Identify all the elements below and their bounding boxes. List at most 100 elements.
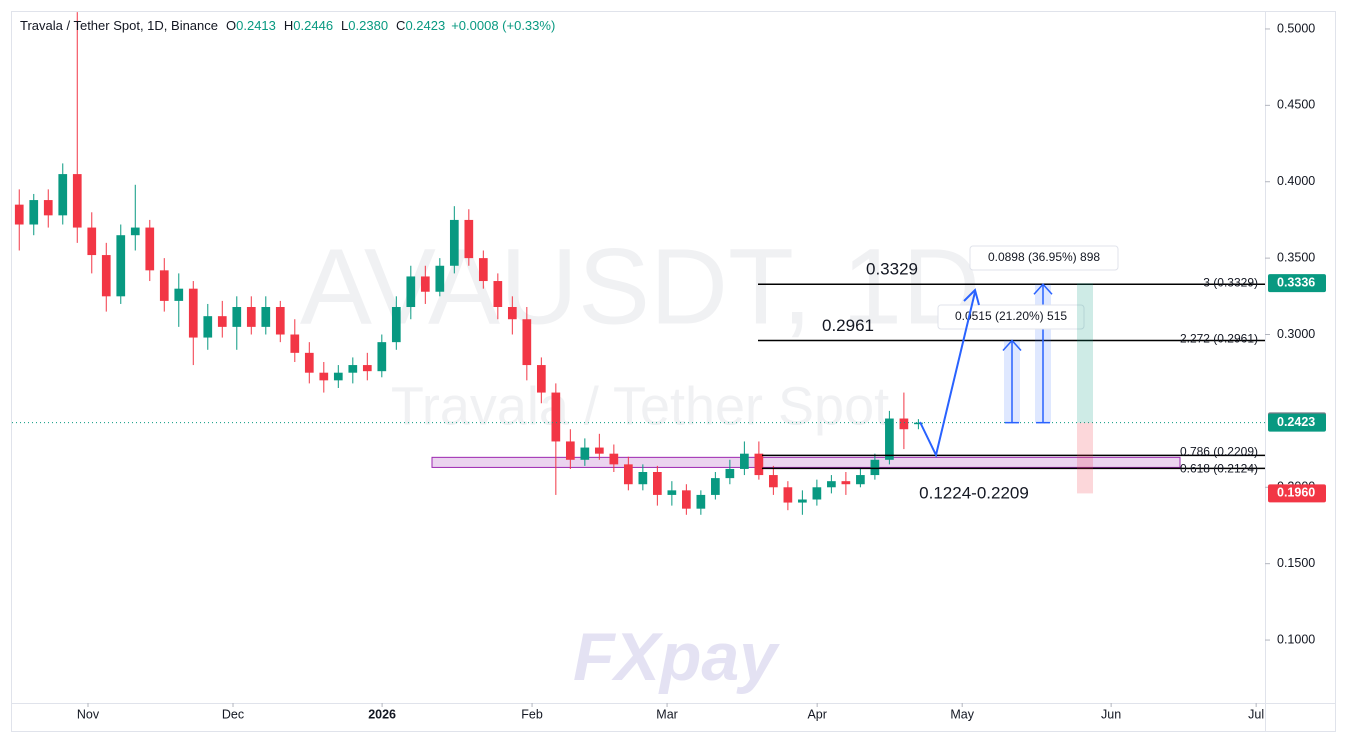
price-badge <box>1268 274 1326 293</box>
candle-body <box>58 174 68 216</box>
level-label: 2.272 (0.2961) <box>1180 332 1258 346</box>
candle-body <box>841 481 851 485</box>
candle-body <box>362 365 372 372</box>
legend-value: 0.2380 <box>348 18 388 33</box>
candle-body <box>217 316 227 327</box>
candle-body <box>594 447 604 454</box>
measure-arrowhead <box>1002 339 1022 351</box>
candle-body <box>319 372 329 381</box>
candle-body <box>116 235 126 297</box>
legend-value: 0.2423 <box>405 18 445 33</box>
y-tick-label: 0.3500 <box>1277 250 1315 264</box>
x-tick-label: May <box>950 707 974 721</box>
y-tick-label: 0.5000 <box>1277 21 1315 35</box>
candle-body <box>391 307 401 343</box>
legend-value: 0.2446 <box>293 18 333 33</box>
candle-body <box>304 352 314 373</box>
candle-body <box>406 276 416 308</box>
legend-key: L <box>341 18 348 33</box>
level-label: 0.786 (0.2209) <box>1180 445 1258 459</box>
candle-body <box>754 453 764 476</box>
projection-path <box>919 291 976 458</box>
candle-body <box>798 499 807 503</box>
measure-label: 0.0898 (36.95%) 898 <box>988 250 1100 264</box>
candle-body <box>899 418 909 430</box>
candle-body <box>43 200 53 216</box>
legend-key: H <box>284 18 293 33</box>
frame <box>11 11 1336 732</box>
level-tag: 0.2961 <box>822 316 874 335</box>
candle-body <box>101 255 111 297</box>
candle-body <box>623 464 633 485</box>
legend: Travala / Tether Spot, 1D, Binance O0.241… <box>20 18 555 33</box>
legend-key: O <box>226 18 236 33</box>
candle-body <box>667 490 677 495</box>
level-tag: 0.3329 <box>866 260 918 279</box>
price-badge <box>1268 413 1326 432</box>
x-tick-label: Mar <box>656 707 678 721</box>
candle-body <box>522 319 532 366</box>
price-badge-label: 0.3336 <box>1277 275 1315 289</box>
candle-body <box>246 307 256 327</box>
candle-body <box>507 307 517 320</box>
legend-value: 0.2413 <box>236 18 276 33</box>
candle-body <box>653 472 662 495</box>
price-badge <box>1268 484 1326 503</box>
x-tick-label: Apr <box>807 707 826 721</box>
candle-body <box>420 276 430 292</box>
candle-body <box>232 307 242 327</box>
measure-box <box>937 304 1085 330</box>
candle-body <box>551 392 561 442</box>
legend-key: C <box>396 18 405 33</box>
x-tick-label: Jun <box>1101 707 1121 721</box>
candle-body <box>682 490 691 509</box>
candle-body <box>478 258 488 282</box>
candle-body <box>377 342 387 372</box>
candle-body <box>130 227 140 236</box>
candle-body <box>464 219 474 259</box>
candle-body <box>885 418 894 460</box>
watermark: AVAUSDT, 1D <box>300 226 980 347</box>
candle-body <box>188 288 198 338</box>
ticks: 0.50000.45000.40000.35000.30000.20000.15… <box>77 21 1315 721</box>
candle-body <box>14 204 24 225</box>
watermark-subtitle: Travala / Tether Spot <box>391 376 889 436</box>
x-tick-label: Dec <box>222 707 244 721</box>
x-tick-label: Nov <box>77 707 100 721</box>
zone-label: 0.1224-0.2209 <box>919 483 1029 502</box>
y-tick-label: 0.1000 <box>1277 632 1315 646</box>
x-tick-label: 2026 <box>368 707 396 721</box>
x-tick-label: Jul <box>1248 707 1264 721</box>
legend-change: +0.0008 (+0.33%) <box>451 18 555 33</box>
candle-body <box>72 174 82 228</box>
candle-body <box>609 453 619 465</box>
candle-body <box>493 281 503 308</box>
candle-body <box>348 365 358 373</box>
candle-body <box>565 441 575 460</box>
level-label: 0.618 (0.2124) <box>1180 462 1258 476</box>
watermark-group: AVAUSDT, 1D Travala / Tether Spot FXpay <box>300 226 980 695</box>
candle-body <box>145 227 155 271</box>
zone <box>431 456 1181 468</box>
candle-body <box>333 372 343 381</box>
position-stop <box>1077 422 1093 494</box>
candle-body <box>174 288 184 301</box>
candle-body <box>159 270 169 301</box>
y-tick-label: 0.1500 <box>1277 556 1315 570</box>
projection-arrowhead <box>963 288 980 306</box>
candle-body <box>812 487 822 500</box>
candles <box>14 12 923 515</box>
candle-body <box>29 200 39 225</box>
candle-body <box>711 478 720 495</box>
candle-body <box>870 459 880 476</box>
price-badge-label: 0.2423 <box>1277 415 1315 429</box>
measure-arrowhead <box>1033 283 1053 295</box>
candle-body <box>696 494 706 509</box>
candle-body <box>725 468 735 479</box>
price-badge-label: 0.1960 <box>1277 486 1315 500</box>
candle-body <box>783 487 793 503</box>
